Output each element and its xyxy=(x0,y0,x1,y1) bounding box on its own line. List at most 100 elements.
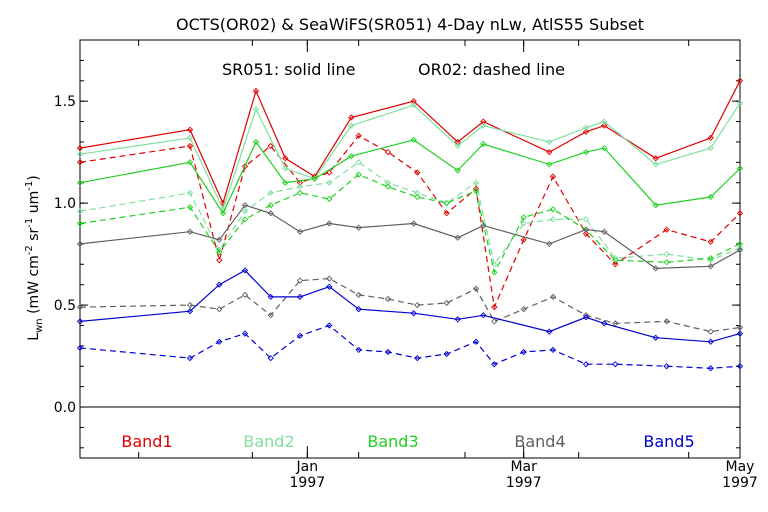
data-point xyxy=(663,363,670,370)
data-point xyxy=(582,216,590,223)
data-point xyxy=(296,332,304,339)
data-point xyxy=(186,204,194,211)
data-point xyxy=(612,255,619,262)
data-point xyxy=(612,361,619,368)
data-point xyxy=(520,306,527,313)
data-point xyxy=(216,236,223,243)
data-point xyxy=(76,344,84,352)
data-point xyxy=(491,361,498,368)
data-point xyxy=(454,142,461,150)
data-point xyxy=(491,261,498,268)
data-point xyxy=(472,285,480,292)
data-point xyxy=(414,301,421,309)
data-point xyxy=(186,308,194,315)
data-point xyxy=(472,179,480,186)
data-point xyxy=(186,189,194,197)
data-point xyxy=(454,316,461,323)
data-point xyxy=(186,142,194,150)
data-point xyxy=(296,189,304,197)
data-point xyxy=(443,199,450,207)
data-point xyxy=(652,202,659,209)
subtitle-solid: SR051: solid line xyxy=(222,60,355,79)
data-point xyxy=(546,138,553,146)
data-point xyxy=(296,228,304,235)
data-point xyxy=(549,346,557,354)
data-point xyxy=(582,312,590,319)
data-point xyxy=(267,189,274,197)
data-point xyxy=(282,155,289,162)
data-point xyxy=(707,238,714,246)
series-line xyxy=(79,173,741,275)
data-point xyxy=(549,206,557,213)
data-point xyxy=(652,155,659,162)
legend-item: Band3 xyxy=(367,432,418,451)
data-point xyxy=(252,106,260,113)
data-point xyxy=(520,220,527,227)
y-axis-label-end: ) xyxy=(26,175,42,180)
series-line xyxy=(79,135,741,310)
data-point xyxy=(326,275,333,282)
data-point xyxy=(736,246,744,254)
data-point xyxy=(736,77,744,84)
data-point xyxy=(601,228,608,235)
data-point xyxy=(267,142,274,150)
data-point xyxy=(241,216,249,223)
data-point xyxy=(582,361,590,368)
data-point xyxy=(348,122,355,129)
legend-item: Band2 xyxy=(243,432,294,451)
data-point xyxy=(736,363,744,370)
data-point xyxy=(546,328,553,335)
data-point xyxy=(546,161,553,168)
data-point xyxy=(384,179,392,186)
data-point xyxy=(76,151,84,158)
data-point xyxy=(546,240,553,248)
data-point xyxy=(491,318,498,325)
data-point xyxy=(410,102,417,109)
data-point xyxy=(736,244,744,252)
data-point xyxy=(326,283,333,290)
data-point xyxy=(410,310,417,317)
data-point xyxy=(355,171,362,178)
data-point xyxy=(384,148,392,156)
data-point xyxy=(216,338,223,345)
data-point xyxy=(480,222,487,229)
data-point xyxy=(311,175,318,182)
series-layer xyxy=(76,77,744,372)
legend-item: Band1 xyxy=(121,432,172,451)
data-point xyxy=(414,354,421,362)
data-point xyxy=(582,314,590,321)
x-tick-month-label: May xyxy=(726,459,755,475)
data-point xyxy=(736,330,744,337)
data-point xyxy=(76,318,84,325)
data-point xyxy=(582,128,590,135)
data-point xyxy=(480,312,487,319)
y-axis-label-sup1: -2 xyxy=(24,245,35,255)
data-point xyxy=(414,193,421,201)
data-point xyxy=(348,114,355,121)
data-point xyxy=(216,248,223,256)
data-point xyxy=(601,118,608,125)
data-point xyxy=(549,173,557,180)
data-point xyxy=(443,299,450,307)
data-point xyxy=(241,330,249,337)
data-point xyxy=(355,291,362,299)
data-point xyxy=(736,165,744,172)
y-axis-label-sup3: -1 xyxy=(24,181,35,191)
data-point xyxy=(663,318,670,325)
data-point xyxy=(76,220,84,227)
series-line xyxy=(79,324,741,369)
data-point xyxy=(76,303,84,311)
series-line xyxy=(79,102,741,211)
data-point xyxy=(186,126,194,133)
series-line xyxy=(79,161,741,266)
data-point xyxy=(241,291,249,299)
data-point xyxy=(76,144,84,152)
data-point xyxy=(736,240,744,248)
data-point xyxy=(219,210,227,217)
chart-title: OCTS(OR02) & SeaWiFS(SR051) 4-Day nLw, A… xyxy=(176,15,644,34)
data-point xyxy=(410,98,417,105)
data-point xyxy=(252,87,260,95)
data-point xyxy=(267,354,274,362)
series-line xyxy=(79,204,741,270)
data-point xyxy=(663,226,670,233)
